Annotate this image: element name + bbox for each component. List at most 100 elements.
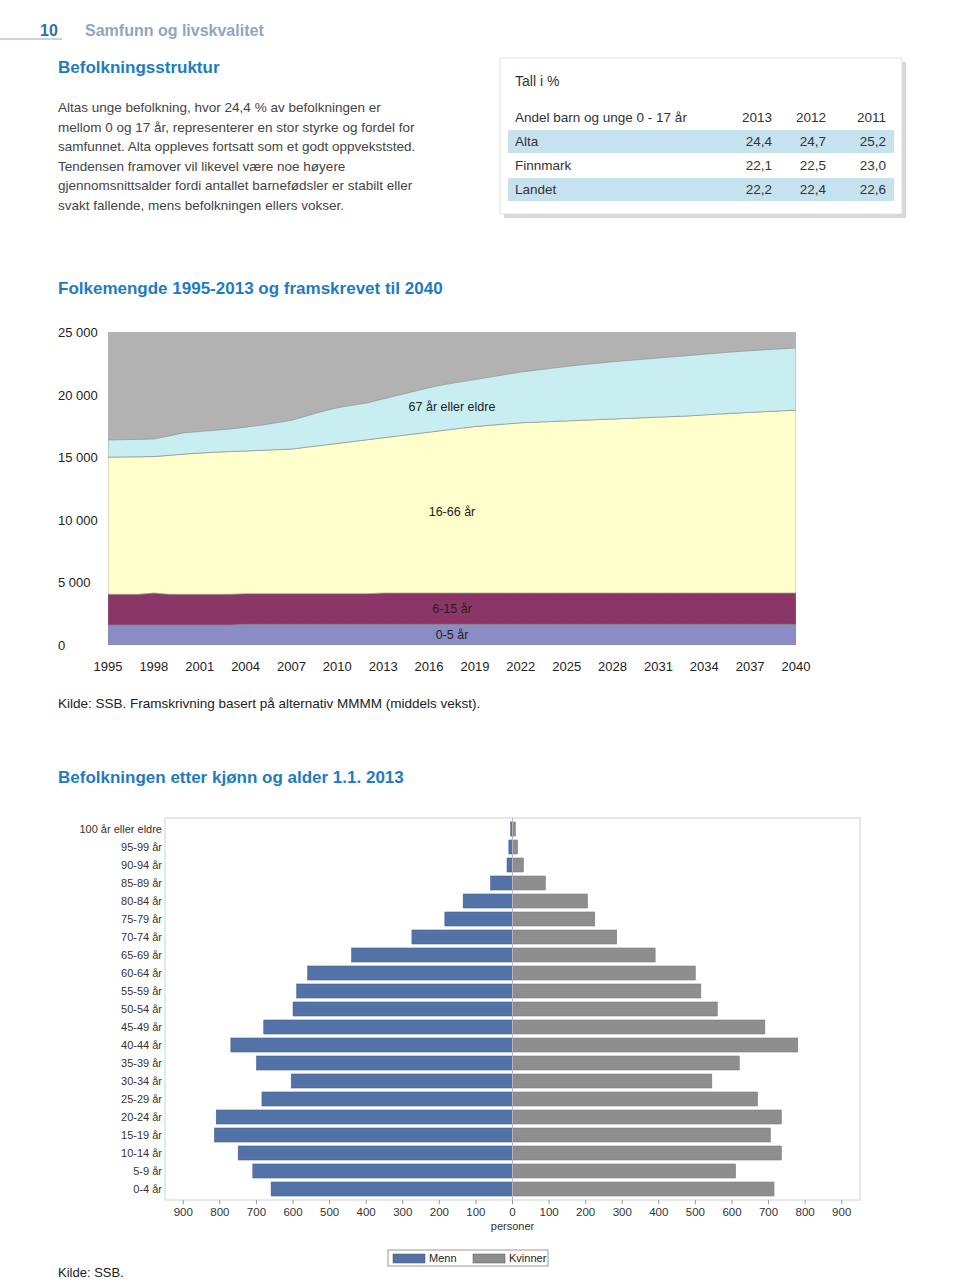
x-tick-label: 600 xyxy=(283,1206,302,1218)
bar xyxy=(513,858,524,872)
x-tick-label: 2037 xyxy=(736,659,765,674)
x-tick-label: 700 xyxy=(247,1206,266,1218)
bar xyxy=(513,1182,775,1196)
table-cell: 24,4 xyxy=(746,134,773,149)
source-note: Kilde: SSB. xyxy=(58,1265,124,1280)
tick-mark xyxy=(256,1200,257,1204)
tick-mark xyxy=(768,1200,769,1204)
x-tick-label: 300 xyxy=(393,1206,412,1218)
category-label: 40-44 år xyxy=(121,1039,162,1051)
category-label: 60-64 år xyxy=(121,967,162,979)
page-number: 10 xyxy=(40,22,58,39)
x-tick-label: 0 xyxy=(509,1206,515,1218)
category-label: 50-54 år xyxy=(121,1003,162,1015)
x-tick-label: 2019 xyxy=(460,659,489,674)
table-cell: Finnmark xyxy=(515,158,572,173)
bar xyxy=(513,966,696,980)
bar xyxy=(513,1164,736,1178)
x-tick-label: 2001 xyxy=(185,659,214,674)
tick-mark xyxy=(183,1200,184,1204)
bar xyxy=(264,1020,513,1034)
x-tick-label: 700 xyxy=(759,1206,778,1218)
bar xyxy=(352,948,513,962)
source-note: Kilde: SSB. Framskrivning basert på alte… xyxy=(58,696,480,711)
y-tick-label: 5 000 xyxy=(58,575,91,590)
bar xyxy=(513,894,588,908)
y-tick-label: 15 000 xyxy=(58,450,98,465)
x-tick-label: 100 xyxy=(539,1206,558,1218)
bar xyxy=(293,1002,512,1016)
category-label: 90-94 år xyxy=(121,859,162,871)
bar xyxy=(513,1038,798,1052)
bar xyxy=(513,1128,771,1142)
bar xyxy=(297,984,513,998)
category-label: 15-19 år xyxy=(121,1129,162,1141)
y-tick-label: 25 000 xyxy=(58,325,98,340)
x-tick-label: 300 xyxy=(613,1206,632,1218)
bar xyxy=(513,1146,782,1160)
x-tick-label: 2040 xyxy=(782,659,811,674)
bar xyxy=(271,1182,512,1196)
category-label: 10-14 år xyxy=(121,1147,162,1159)
legend-swatch xyxy=(473,1254,505,1263)
tick-mark xyxy=(439,1200,440,1204)
tick-mark xyxy=(366,1200,367,1204)
paragraph-line: mellom 0 og 17 år, representerer en stor… xyxy=(58,120,415,135)
y-tick-label: 0 xyxy=(58,638,65,653)
page: 10Samfunn og livskvalitetBefolkningsstru… xyxy=(0,0,960,1282)
bar xyxy=(513,1056,740,1070)
category-label: 0-4 år xyxy=(133,1183,162,1195)
legend-label: Kvinner xyxy=(509,1252,547,1264)
plot-frame xyxy=(165,818,860,1200)
page-background xyxy=(0,0,960,1282)
section-title: Samfunn og livskvalitet xyxy=(85,22,264,39)
bar xyxy=(463,894,512,908)
tick-mark xyxy=(549,1200,550,1204)
bar xyxy=(513,840,518,854)
tick-mark xyxy=(841,1200,842,1204)
table-row xyxy=(508,178,894,201)
x-tick-label: 900 xyxy=(832,1206,851,1218)
table-cell: Alta xyxy=(515,134,539,149)
area-band xyxy=(108,348,796,457)
x-tick-label: 800 xyxy=(210,1206,229,1218)
x-tick-label: 1998 xyxy=(139,659,168,674)
table-cell: 22,5 xyxy=(800,158,826,173)
area-band xyxy=(108,624,796,645)
x-tick-label: 800 xyxy=(796,1206,815,1218)
paragraph-line: samfunnet. Alta oppleves fortsatt som et… xyxy=(58,139,415,154)
category-label: 25-29 år xyxy=(121,1093,162,1105)
category-label: 45-49 år xyxy=(121,1021,162,1033)
x-tick-label: 2034 xyxy=(690,659,719,674)
plot-marks xyxy=(214,822,797,1196)
legend-label: Menn xyxy=(429,1252,457,1264)
plot-marks xyxy=(108,348,796,645)
series-label: 0-5 år xyxy=(436,628,469,642)
category-label: 95-99 år xyxy=(121,841,162,853)
table-box xyxy=(500,58,902,214)
category-label: 35-39 år xyxy=(121,1057,162,1069)
plot-background xyxy=(108,332,796,645)
center-axis xyxy=(512,818,513,1200)
bar xyxy=(256,1056,512,1070)
table-row xyxy=(508,130,894,153)
x-tick-label: 2004 xyxy=(231,659,260,674)
category-label: 100 år eller eldre xyxy=(79,823,162,835)
x-tick-label: 400 xyxy=(357,1206,376,1218)
x-tick-label: 2022 xyxy=(506,659,535,674)
bar xyxy=(216,1110,512,1124)
bar xyxy=(491,876,513,890)
x-tick-label: 200 xyxy=(430,1206,449,1218)
table-header: 2011 xyxy=(857,110,886,125)
x-tick-label: 200 xyxy=(576,1206,595,1218)
bar xyxy=(513,876,546,890)
table-header: 2012 xyxy=(796,110,826,125)
x-tick-label: 1995 xyxy=(94,659,123,674)
bar xyxy=(513,1020,765,1034)
bar xyxy=(513,912,595,926)
bar xyxy=(253,1164,513,1178)
y-tick-label: 10 000 xyxy=(58,513,98,528)
bar xyxy=(513,1092,758,1106)
series-label: 6-15 år xyxy=(432,602,472,616)
bar xyxy=(308,966,513,980)
